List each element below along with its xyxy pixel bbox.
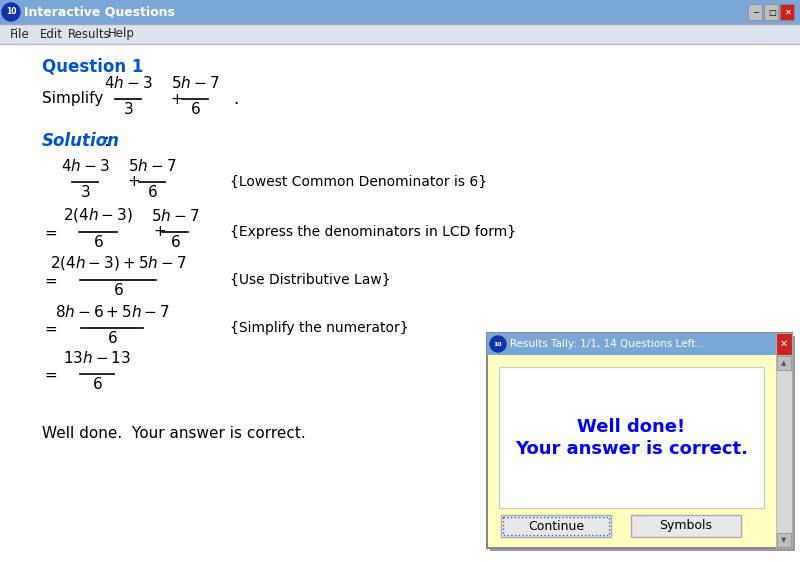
Circle shape <box>2 3 20 21</box>
Text: ▲: ▲ <box>782 360 786 366</box>
Text: $6$: $6$ <box>146 184 158 200</box>
Text: $13h - 13$: $13h - 13$ <box>63 350 131 366</box>
Bar <box>0 0 800 24</box>
Text: Results: Results <box>68 28 110 40</box>
Text: Solution: Solution <box>42 132 120 150</box>
Text: Well done.  Your answer is correct.: Well done. Your answer is correct. <box>42 427 306 442</box>
Bar <box>0 24 800 44</box>
Text: $=$: $=$ <box>42 273 58 288</box>
Text: $8h - 6 + 5h - 7$: $8h - 6 + 5h - 7$ <box>54 304 170 320</box>
Bar <box>503 517 609 535</box>
Text: $2(4h - 3)$: $2(4h - 3)$ <box>63 206 133 224</box>
Text: $6$: $6$ <box>106 330 118 346</box>
Text: {Lowest Common Denominator is 6}: {Lowest Common Denominator is 6} <box>230 175 487 189</box>
Text: Interactive Questions: Interactive Questions <box>24 6 175 19</box>
Text: $6$: $6$ <box>113 282 123 298</box>
Text: $3$: $3$ <box>80 184 90 200</box>
Bar <box>487 333 776 355</box>
Text: {Express the denominators in LCD form}: {Express the denominators in LCD form} <box>230 225 516 239</box>
Text: $2(4h - 3) + 5h - 7$: $2(4h - 3) + 5h - 7$ <box>50 254 186 272</box>
Text: Results Tally: 1/1, 14 Questions Left...: Results Tally: 1/1, 14 Questions Left... <box>510 339 706 349</box>
Text: $6$: $6$ <box>93 234 103 250</box>
Text: $5h - 7$: $5h - 7$ <box>128 158 176 174</box>
Text: Question 1: Question 1 <box>42 57 143 75</box>
Bar <box>780 4 794 20</box>
Text: Continue: Continue <box>528 519 584 533</box>
Text: $+$: $+$ <box>127 174 140 189</box>
Text: $5h - 7$: $5h - 7$ <box>170 75 219 91</box>
Text: Simplify: Simplify <box>42 92 103 107</box>
Text: 10: 10 <box>6 7 16 16</box>
Text: {Use Distributive Law}: {Use Distributive Law} <box>230 273 390 287</box>
Text: .: . <box>233 90 238 108</box>
Text: $6$: $6$ <box>190 101 200 117</box>
Text: {Simplify the numerator}: {Simplify the numerator} <box>230 321 409 335</box>
Bar <box>487 333 792 548</box>
Bar <box>777 533 791 547</box>
Text: 10: 10 <box>494 342 502 347</box>
Text: File: File <box>10 28 30 40</box>
Bar <box>501 515 611 537</box>
Bar <box>776 333 792 355</box>
Bar <box>748 4 762 20</box>
Text: $4h - 3$: $4h - 3$ <box>104 75 152 91</box>
Bar <box>764 4 778 20</box>
Text: Edit: Edit <box>40 28 63 40</box>
Text: Well done!: Well done! <box>578 419 686 437</box>
Text: Your answer is correct.: Your answer is correct. <box>515 441 748 459</box>
Text: $5h - 7$: $5h - 7$ <box>150 208 199 224</box>
Bar <box>499 367 764 508</box>
Text: ✕: ✕ <box>780 339 788 349</box>
Text: $6$: $6$ <box>170 234 180 250</box>
Text: □: □ <box>768 7 776 16</box>
Text: $+$: $+$ <box>153 224 166 239</box>
Text: $=$: $=$ <box>42 224 58 239</box>
Text: $=$: $=$ <box>42 366 58 382</box>
Circle shape <box>490 336 506 352</box>
Text: $4h - 3$: $4h - 3$ <box>61 158 110 174</box>
Text: $+$: $+$ <box>170 92 183 107</box>
Text: $=$: $=$ <box>42 320 58 336</box>
Text: :: : <box>104 132 110 150</box>
Bar <box>490 336 795 551</box>
Text: ✕: ✕ <box>785 7 791 16</box>
Text: $6$: $6$ <box>92 376 102 392</box>
Text: Help: Help <box>108 28 135 40</box>
Text: $3$: $3$ <box>122 101 134 117</box>
Bar <box>777 356 791 370</box>
Text: ─: ─ <box>754 7 758 16</box>
Text: ▼: ▼ <box>782 537 786 543</box>
Bar <box>631 515 741 537</box>
Text: Symbols: Symbols <box>659 519 713 533</box>
Bar <box>776 355 792 548</box>
